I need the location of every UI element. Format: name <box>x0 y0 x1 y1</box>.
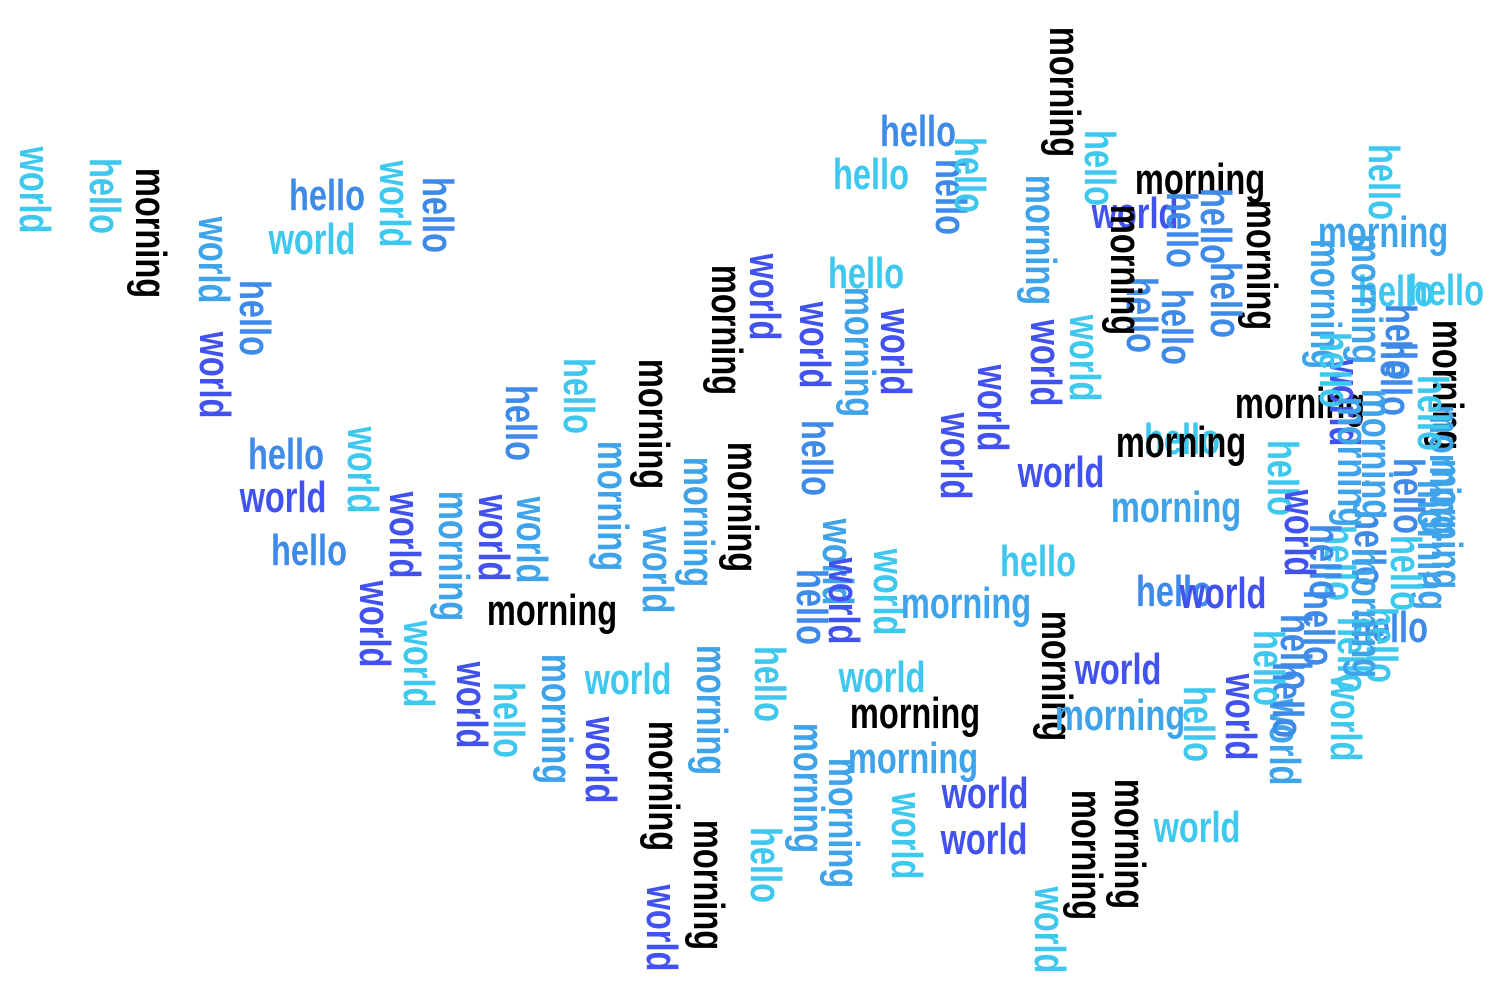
word-morning: morning <box>126 167 175 299</box>
word-morning: morning <box>1110 483 1242 532</box>
word-morning: morning <box>1101 204 1150 336</box>
word-morning: morning <box>1328 396 1377 528</box>
word-hello: hello <box>1144 415 1220 464</box>
word-hello: hello <box>289 171 365 220</box>
word-morning: morning <box>1134 155 1266 204</box>
word-hello: hello <box>554 358 603 434</box>
word-hello: hello <box>1157 192 1206 268</box>
word-world: world <box>189 216 238 304</box>
word-hello: hello <box>80 158 129 234</box>
word-world: world <box>10 146 59 234</box>
word-world: world <box>637 884 686 972</box>
word-world: world <box>1017 448 1105 497</box>
word-hello: hello <box>828 249 904 298</box>
word-morning: morning <box>687 644 736 776</box>
word-hello: hello <box>248 430 324 479</box>
word-world: world <box>740 253 789 341</box>
word-world: world <box>1091 189 1179 238</box>
word-hello: hello <box>413 177 462 253</box>
word-morning: morning <box>1105 778 1154 910</box>
word-world: world <box>370 160 419 248</box>
word-world: world <box>338 426 387 514</box>
word-hello: hello <box>496 385 545 461</box>
word-morning: morning <box>835 286 884 418</box>
word-hello: hello <box>1408 266 1484 315</box>
word-morning: morning <box>684 819 733 951</box>
word-hello: hello <box>1201 262 1250 338</box>
word-hello: hello <box>745 646 794 722</box>
word-world: world <box>1153 803 1241 852</box>
word-morning: morning <box>1317 208 1449 257</box>
word-world: world <box>190 331 239 419</box>
word-hello: hello <box>1352 603 1428 652</box>
word-world: world <box>350 580 399 668</box>
word-world: world <box>380 491 429 579</box>
word-morning: morning <box>847 734 979 783</box>
word-morning: morning <box>486 586 618 635</box>
word-hello: hello <box>1376 304 1425 380</box>
word-world: world <box>1021 319 1070 407</box>
word-world: world <box>1179 569 1267 618</box>
word-hello: hello <box>1136 567 1212 616</box>
word-morning: morning <box>900 579 1032 628</box>
word-hello: hello <box>833 150 909 199</box>
word-world: world <box>940 815 1028 864</box>
word-world: world <box>507 496 556 584</box>
word-hello: hello <box>1384 458 1433 534</box>
word-morning: morning <box>1016 174 1065 306</box>
word-morning: morning <box>639 720 688 852</box>
word-world: world <box>239 473 327 522</box>
word-world: world <box>633 526 682 614</box>
word-morning: morning <box>1054 691 1186 740</box>
word-hello: hello <box>1000 537 1076 586</box>
word-hello: hello <box>1408 375 1457 451</box>
word-hello: hello <box>880 107 956 156</box>
word-world: world <box>584 655 672 704</box>
word-world: world <box>838 653 926 702</box>
word-hello: hello <box>271 526 347 575</box>
word-morning: morning <box>1342 547 1391 679</box>
word-world: world <box>819 557 868 645</box>
word-morning: morning <box>1062 789 1111 921</box>
word-world: world <box>882 792 931 880</box>
word-hello: hello <box>792 420 841 496</box>
word-world: world <box>1074 645 1162 694</box>
word-morning: morning <box>718 441 767 573</box>
word-morning: morning <box>1234 379 1366 428</box>
word-world: world <box>394 620 443 708</box>
word-world: world <box>968 364 1017 452</box>
word-world: world <box>790 301 839 389</box>
word-world: world <box>268 215 356 264</box>
word-world: world <box>1275 489 1324 577</box>
word-morning: morning <box>588 440 637 572</box>
word-morning: morning <box>629 358 678 490</box>
word-morning: morning <box>532 653 581 785</box>
word-hello: hello <box>484 682 533 758</box>
word-morning: morning <box>674 456 723 588</box>
word-hello: hello <box>1174 686 1223 762</box>
word-world: world <box>576 716 625 804</box>
word-hello: hello <box>1244 630 1293 706</box>
word-morning: morning <box>1115 418 1247 467</box>
word-hello: hello <box>741 827 790 903</box>
word-hello: hello <box>1358 267 1434 316</box>
word-world: world <box>941 769 1029 818</box>
word-hello: hello <box>945 137 994 213</box>
word-morning: morning <box>849 689 981 738</box>
